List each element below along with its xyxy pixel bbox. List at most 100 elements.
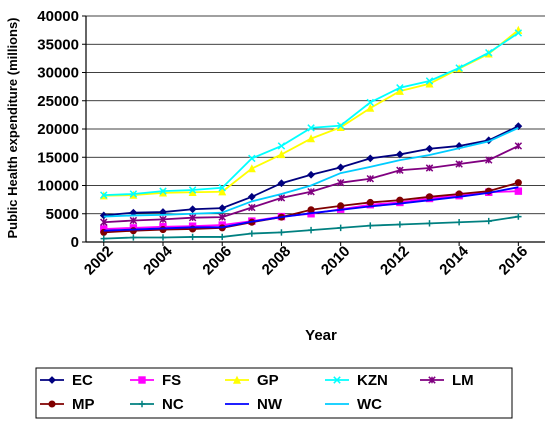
x-tick-label: 2006 bbox=[199, 243, 235, 279]
data-point-mp bbox=[425, 193, 434, 201]
data-point-nc bbox=[248, 230, 256, 237]
series-line-kzn bbox=[103, 32, 519, 197]
data-point-mp bbox=[366, 198, 374, 206]
data-point-kzn bbox=[277, 142, 286, 150]
data-point-kzn bbox=[159, 187, 167, 195]
x-tick-label: 2012 bbox=[377, 243, 413, 279]
data-point-nc bbox=[219, 233, 226, 241]
y-tick-label: 30000 bbox=[37, 65, 79, 82]
legend-label-lm: LM bbox=[452, 372, 474, 389]
data-point-lm bbox=[129, 216, 138, 225]
legend-label-fs: FS bbox=[162, 372, 181, 389]
data-point-mp bbox=[514, 179, 522, 187]
legend-item-wc: WC bbox=[325, 396, 382, 413]
data-point-mp bbox=[307, 206, 315, 214]
data-point-mp bbox=[159, 226, 167, 234]
data-point-nc bbox=[515, 213, 522, 220]
legend-marker-fs bbox=[138, 376, 146, 384]
legend-item-fs: FS bbox=[130, 372, 181, 389]
data-point-kzn bbox=[425, 77, 434, 85]
data-point-lm bbox=[248, 203, 256, 212]
series-line-wc bbox=[103, 127, 519, 218]
data-point-lm bbox=[218, 213, 226, 221]
legend-label-gp: GP bbox=[257, 372, 279, 389]
y-tick-label: 35000 bbox=[37, 36, 79, 53]
legend-label-wc: WC bbox=[357, 396, 382, 413]
y-tick-label: 40000 bbox=[37, 8, 79, 25]
legend-marker-gp bbox=[232, 375, 242, 384]
y-tick-label: 15000 bbox=[37, 149, 79, 166]
series-line-gp bbox=[103, 29, 519, 197]
data-point-nc bbox=[100, 235, 107, 242]
legend-item-gp: GP bbox=[225, 372, 279, 389]
x-tick-label: 2008 bbox=[259, 243, 295, 279]
data-point-ec bbox=[247, 192, 256, 201]
data-point-kzn bbox=[188, 186, 197, 194]
data-point-kzn bbox=[307, 124, 315, 132]
x-tick-label: 2004 bbox=[140, 242, 176, 278]
data-point-mp bbox=[396, 196, 404, 204]
data-point-nc bbox=[367, 222, 374, 229]
legend-label-mp: MP bbox=[72, 396, 95, 413]
data-point-ec bbox=[366, 154, 375, 163]
data-point-ec bbox=[425, 144, 434, 153]
data-point-fs bbox=[514, 187, 523, 195]
series-lm bbox=[100, 142, 523, 226]
data-point-lm bbox=[336, 178, 345, 187]
series-line-nw bbox=[103, 186, 519, 232]
legend-label-kzn: KZN bbox=[357, 372, 388, 389]
data-point-ec bbox=[99, 211, 108, 220]
data-point-kzn bbox=[129, 190, 138, 198]
legend-label-nc: NC bbox=[162, 396, 184, 413]
legend-marker-lm bbox=[428, 376, 436, 384]
legend-item-kzn: KZN bbox=[325, 372, 388, 389]
data-point-mp bbox=[129, 227, 137, 235]
data-point-ec bbox=[188, 205, 197, 214]
data-point-nc bbox=[307, 226, 315, 234]
data-point-lm bbox=[455, 160, 463, 168]
legend-item-lm: LM bbox=[420, 372, 474, 389]
legend-marker-kzn bbox=[333, 376, 341, 384]
data-point-lm bbox=[425, 164, 434, 172]
data-point-lm bbox=[396, 166, 404, 174]
data-point-gp bbox=[395, 86, 404, 95]
data-point-lm bbox=[159, 215, 167, 224]
data-point-kzn bbox=[396, 84, 404, 92]
data-point-lm bbox=[514, 142, 523, 150]
legend-marker-ec bbox=[48, 376, 56, 384]
data-point-nc bbox=[159, 234, 167, 241]
legend-box bbox=[35, 367, 513, 419]
data-point-lm bbox=[100, 218, 108, 226]
data-point-kzn bbox=[336, 121, 345, 130]
data-point-kzn bbox=[455, 64, 463, 72]
y-tick-label: 5000 bbox=[46, 206, 79, 223]
data-point-gp bbox=[218, 187, 227, 196]
series-nc bbox=[100, 213, 522, 242]
y-tick-label: 10000 bbox=[37, 178, 79, 195]
data-point-gp bbox=[425, 79, 434, 88]
y-tick-label: 25000 bbox=[37, 93, 79, 110]
data-point-lm bbox=[485, 156, 493, 164]
data-point-gp bbox=[247, 164, 256, 173]
legend-item-ec: EC bbox=[40, 372, 93, 389]
legend: EC FS GP KZN LM MP NC NW WC bbox=[35, 367, 513, 419]
legend-items: EC FS GP KZN LM MP NC NW WC bbox=[40, 372, 474, 413]
data-point-ec bbox=[277, 179, 286, 188]
data-point-nc bbox=[455, 219, 463, 226]
legend-label-nw: NW bbox=[257, 396, 283, 413]
series-wc bbox=[103, 127, 519, 218]
legend-marker-mp bbox=[48, 400, 56, 408]
data-point-kzn bbox=[366, 98, 375, 107]
legend-label-ec: EC bbox=[72, 372, 93, 389]
data-point-kzn bbox=[514, 29, 523, 37]
series-ec bbox=[99, 122, 523, 220]
x-tick-label: 2014 bbox=[436, 242, 472, 278]
series-nw bbox=[103, 186, 519, 232]
y-tick-label: 20000 bbox=[37, 121, 79, 138]
x-tick-label: 2016 bbox=[496, 243, 532, 279]
data-point-lm bbox=[307, 187, 315, 196]
legend-item-mp: MP bbox=[40, 396, 95, 413]
x-tick-label: 2010 bbox=[318, 243, 354, 279]
